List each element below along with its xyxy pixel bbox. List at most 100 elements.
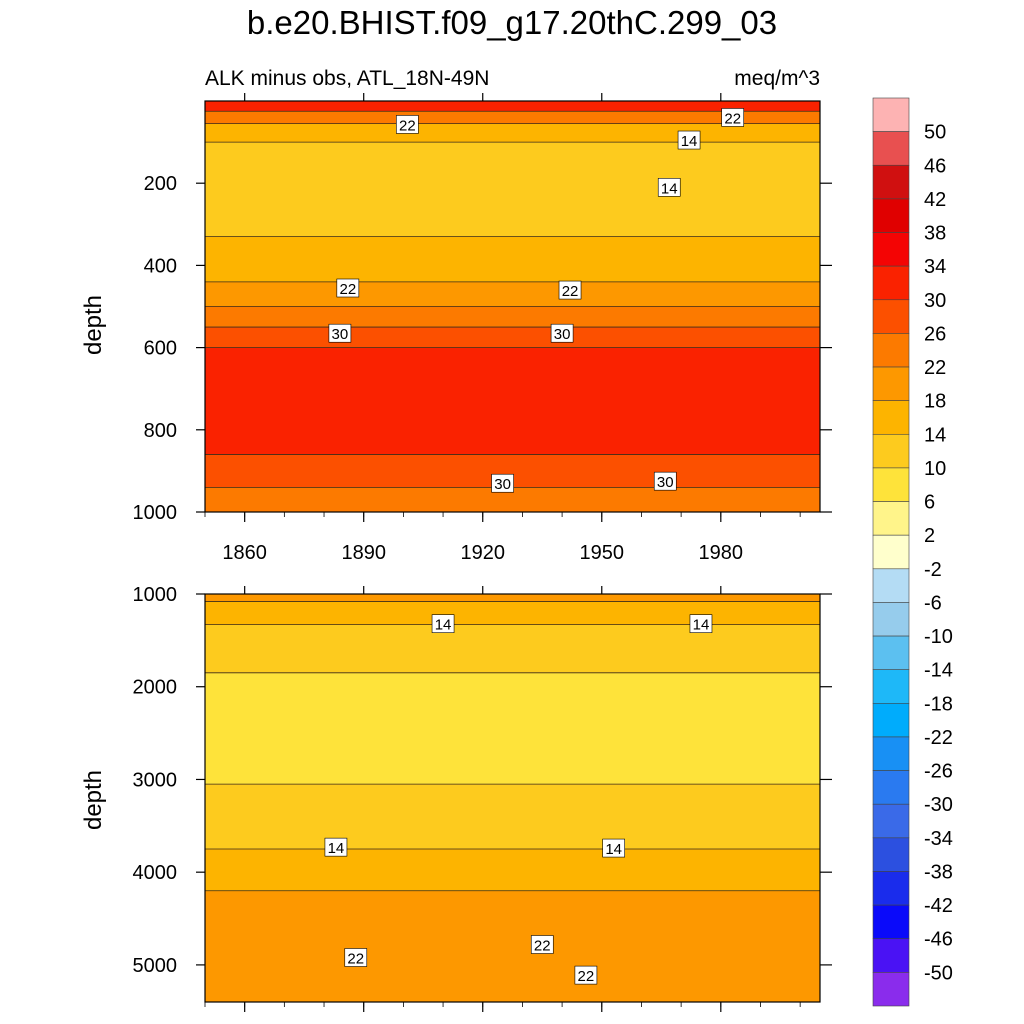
contour-label: 22	[558, 280, 582, 300]
colorbar-swatch	[872, 568, 910, 603]
colorbar-swatch	[872, 635, 910, 671]
colorbar-swatch	[872, 602, 910, 637]
plot-frame	[204, 593, 821, 1003]
plot-frame	[204, 100, 821, 513]
colorbar-label: -30	[924, 794, 953, 816]
upper-contour-panel: 22 22 14 14 22 22 30 30 30 30 200 400 600 800 1000 1860…	[80, 93, 832, 564]
contour-label: 30	[550, 323, 574, 343]
lower-contour-panel: 14 14 14 14 22 22 22 1000 2000 3000 4000 5000 depth	[80, 584, 832, 1012]
colorbar-swatch	[872, 198, 910, 233]
svg-text:30: 30	[332, 326, 349, 343]
colorbar-swatch	[872, 736, 910, 771]
colorbar-swatch	[872, 803, 910, 839]
subtitle-right: meq/m^3	[734, 67, 820, 90]
contour-band	[205, 890, 820, 1002]
contour-band	[205, 101, 820, 112]
colorbar-label: 38	[924, 223, 946, 245]
x-tick-label: 1920	[460, 542, 505, 564]
contour-label: 30	[328, 323, 352, 343]
svg-text:22: 22	[399, 117, 416, 134]
colorbar-swatch	[872, 904, 910, 940]
x-tick-label: 1890	[341, 542, 386, 564]
svg-text:14: 14	[435, 617, 452, 634]
colorbar-label: -38	[924, 861, 953, 883]
contour-band	[205, 624, 820, 673]
colorbar-swatch	[872, 366, 910, 401]
contour-label: 22	[721, 108, 745, 127]
colorbar-swatch	[872, 164, 910, 200]
y-tick-label: 200	[144, 173, 177, 195]
svg-text:14: 14	[328, 840, 345, 857]
svg-text:22: 22	[347, 950, 364, 967]
colorbar-swatch	[872, 770, 910, 805]
colorbar-label: 10	[924, 458, 946, 480]
colorbar-swatch	[872, 232, 910, 267]
colorbar-label: 2	[924, 525, 935, 547]
y-tick-label: 3000	[133, 769, 178, 791]
colorbar: 50 46 42 38 34 30 26 22 18 14 10 6 2 -2 -6 -10 -14 -18 -22…	[872, 97, 953, 1007]
contour-band	[205, 784, 820, 849]
contour-band	[205, 672, 820, 785]
y-tick-label: 800	[144, 420, 177, 442]
x-tick-label: 1980	[699, 542, 744, 564]
contour-band	[205, 327, 820, 348]
contour-band	[205, 601, 820, 625]
colorbar-label: -14	[924, 660, 953, 682]
contour-label: 14	[602, 838, 625, 858]
svg-text:22: 22	[724, 110, 741, 127]
colorbar-swatch	[872, 433, 910, 469]
colorbar-swatch	[872, 131, 910, 166]
colorbar-label: 26	[924, 323, 946, 345]
colorbar-swatch	[872, 938, 910, 973]
subtitle-left: ALK minus obs, ATL_18N-49N	[205, 67, 489, 90]
colorbar-label: -2	[924, 559, 942, 581]
colorbar-label: -10	[924, 626, 953, 648]
y-tick-label: 1000	[133, 584, 178, 606]
contour-label: 22	[574, 965, 598, 985]
colorbar-swatch	[872, 467, 910, 502]
svg-text:14: 14	[693, 617, 710, 634]
contour-label: 22	[344, 948, 368, 967]
colorbar-swatch	[872, 299, 910, 334]
colorbar-swatch	[872, 972, 910, 1007]
colorbar-swatch	[872, 97, 910, 132]
colorbar-label: -6	[924, 592, 942, 614]
contour-band	[205, 281, 820, 307]
contour-label: 14	[431, 614, 455, 634]
colorbar-label: 50	[924, 122, 946, 144]
svg-text:22: 22	[562, 283, 579, 300]
colorbar-label: 34	[924, 256, 946, 278]
colorbar-label: -42	[924, 895, 953, 917]
svg-text:14: 14	[605, 841, 622, 858]
svg-text:14: 14	[661, 180, 678, 197]
contour-label: 14	[324, 837, 348, 857]
colorbar-label: 18	[924, 391, 946, 413]
colorbar-swatch	[872, 265, 910, 301]
contour-band	[205, 849, 820, 891]
colorbar-label: 42	[924, 189, 946, 211]
contour-band	[205, 111, 820, 124]
contour-band	[205, 236, 820, 282]
contour-label: 22	[396, 115, 419, 134]
contour-band	[205, 347, 820, 455]
svg-text:30: 30	[657, 474, 674, 491]
svg-text:14: 14	[681, 133, 698, 150]
colorbar-label: 14	[924, 424, 946, 446]
y-axis-label: depth	[80, 295, 107, 355]
colorbar-label: 30	[924, 290, 946, 312]
svg-text:22: 22	[339, 281, 356, 298]
contour-band	[205, 142, 820, 237]
contour-band	[205, 306, 820, 328]
y-tick-label: 5000	[133, 955, 178, 977]
y-tick-label: 600	[144, 338, 177, 360]
contour-label: 22	[336, 278, 360, 298]
x-tick-label: 1860	[222, 542, 267, 564]
y-axis-label: depth	[80, 770, 107, 830]
svg-text:22: 22	[578, 968, 595, 985]
contour-label: 30	[653, 471, 677, 491]
y-tick-label: 4000	[133, 862, 178, 884]
y-tick-label: 2000	[133, 677, 178, 699]
colorbar-label: -26	[924, 761, 953, 783]
x-tick-label: 1950	[580, 542, 625, 564]
colorbar-label: -22	[924, 727, 953, 749]
